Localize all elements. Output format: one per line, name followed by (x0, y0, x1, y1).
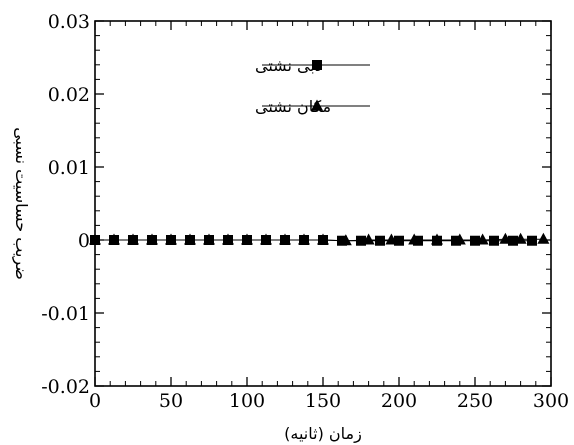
plot-frame (94, 20, 552, 387)
triangle-marker (339, 234, 352, 246)
y-tick-label: -0.01 (41, 303, 90, 325)
y-tick-label: 0.01 (48, 157, 90, 179)
legend-triangle-marker (311, 99, 323, 111)
square-marker (527, 235, 537, 246)
x-tick-label: 150 (305, 390, 341, 412)
legend-label: مکان نشتی (255, 97, 331, 116)
triangle-marker (184, 233, 196, 245)
x-tick-label: 250 (457, 390, 493, 412)
y-tick-label: -0.02 (41, 376, 90, 398)
triangle-marker (203, 233, 215, 245)
triangle-marker (476, 233, 489, 245)
x-tick-label: 100 (229, 390, 265, 412)
triangle-marker (453, 233, 466, 245)
triangle-marker (499, 232, 512, 244)
triangle-marker (431, 233, 443, 245)
square-marker (375, 235, 385, 246)
x-tick-label: 300 (533, 390, 569, 412)
triangle-marker (385, 233, 398, 245)
triangle-marker (146, 233, 158, 245)
y-tick-label: 0.02 (48, 84, 90, 106)
square-marker (394, 235, 404, 246)
triangle-marker (127, 233, 139, 245)
x-axis-title: زمان (ثانیه) (284, 424, 362, 444)
square-marker (470, 235, 480, 246)
x-tick-label: 50 (159, 390, 183, 412)
triangle-marker (108, 233, 120, 245)
y-axis-title: ضریب حساسیت نسبی (11, 127, 31, 280)
triangle-marker (89, 233, 101, 245)
triangle-marker (298, 233, 310, 245)
triangle-marker (165, 233, 177, 245)
triangle-marker (362, 233, 375, 245)
y-tick-label: 0 (78, 230, 90, 252)
triangle-marker (537, 232, 550, 244)
triangle-marker (241, 233, 253, 245)
square-marker (489, 235, 499, 246)
y-tick-label: 0.03 (48, 11, 90, 33)
triangle-marker (279, 233, 291, 245)
triangle-marker (222, 233, 234, 245)
legend-label: دبی نشتی (255, 56, 322, 75)
triangle-marker (514, 232, 527, 244)
triangle-marker (408, 233, 421, 245)
legend-square-marker (312, 60, 322, 70)
square-marker (508, 235, 518, 246)
triangle-marker (260, 233, 272, 245)
x-tick-label: 0 (89, 390, 101, 412)
x-tick-label: 200 (381, 390, 417, 412)
triangle-marker (317, 233, 329, 245)
